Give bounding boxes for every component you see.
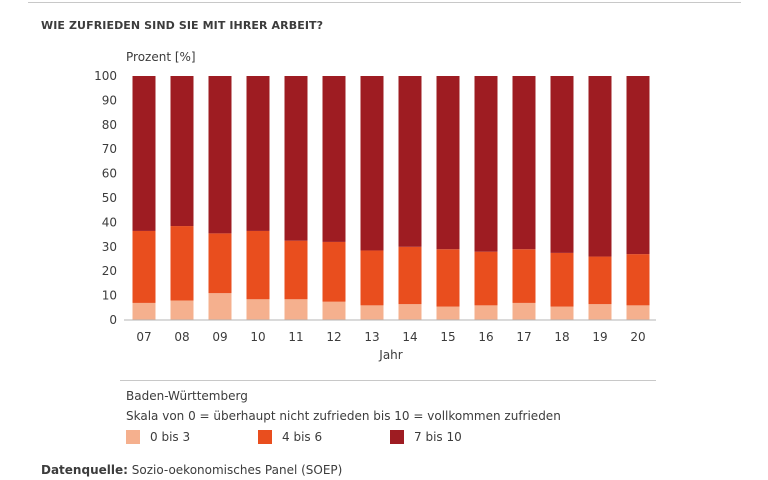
bar-segment-0-bis-3-11 — [284, 299, 308, 320]
bar-segment-7-bis-10-17 — [512, 76, 536, 250]
y-tick-label: 0 — [109, 313, 117, 327]
bar-segment-7-bis-10-08 — [170, 76, 194, 227]
x-tick-label: 08 — [174, 330, 189, 344]
y-tick-label: 30 — [102, 240, 117, 254]
scale-note: Skala von 0 = überhaupt nicht zufrieden … — [126, 409, 561, 423]
x-tick-label: 13 — [364, 330, 379, 344]
bar-segment-4-bis-6-12 — [322, 241, 346, 302]
x-tick-label: 15 — [440, 330, 455, 344]
bar-segment-7-bis-10-14 — [398, 76, 422, 247]
y-axis-ticks: 0 10 20 30 40 50 60 70 80 90 100 — [94, 69, 117, 327]
legend-item-0-bis-3: 0 bis 3 — [126, 430, 190, 444]
bar-segment-0-bis-3-16 — [474, 305, 498, 320]
top-divider — [28, 2, 741, 3]
bar-segment-0-bis-3-14 — [398, 304, 422, 320]
region-label: Baden-Württemberg — [126, 389, 248, 403]
bars — [132, 76, 650, 320]
x-tick-label: 20 — [630, 330, 645, 344]
y-tick-label: 20 — [102, 264, 117, 278]
bar-segment-4-bis-6-14 — [398, 246, 422, 305]
bar-segment-7-bis-10-09 — [208, 76, 232, 234]
bar-segment-7-bis-10-16 — [474, 76, 498, 252]
bar-segment-0-bis-3-09 — [208, 293, 232, 320]
x-tick-label: 09 — [212, 330, 227, 344]
bar-segment-0-bis-3-07 — [132, 302, 156, 320]
bar-segment-7-bis-10-10 — [246, 76, 270, 231]
y-tick-label: 100 — [94, 69, 117, 83]
bar-segment-4-bis-6-20 — [626, 254, 650, 306]
bar-segment-4-bis-6-10 — [246, 230, 270, 300]
bar-segment-0-bis-3-20 — [626, 305, 650, 320]
y-tick-label: 60 — [102, 167, 117, 181]
bar-segment-0-bis-3-12 — [322, 301, 346, 320]
legend-label-4-bis-6: 4 bis 6 — [282, 430, 323, 444]
bar-segment-7-bis-10-12 — [322, 76, 346, 242]
bar-segment-0-bis-3-10 — [246, 299, 270, 320]
legend-swatch-0-bis-3 — [126, 430, 140, 444]
x-tick-label: 14 — [402, 330, 417, 344]
bar-segment-7-bis-10-18 — [550, 76, 574, 253]
bar-segment-7-bis-10-11 — [284, 76, 308, 241]
x-tick-label: 16 — [478, 330, 493, 344]
bar-segment-7-bis-10-19 — [588, 76, 612, 257]
bar-segment-4-bis-6-17 — [512, 249, 536, 303]
bar-segment-7-bis-10-15 — [436, 76, 460, 250]
legend-divider — [120, 380, 656, 381]
bar-segment-4-bis-6-13 — [360, 250, 384, 306]
source-text: Sozio-oekonomisches Panel (SOEP) — [131, 463, 343, 477]
y-tick-label: 70 — [102, 142, 117, 156]
bar-segment-4-bis-6-16 — [474, 251, 498, 306]
legend-label-0-bis-3: 0 bis 3 — [150, 430, 191, 444]
bar-segment-4-bis-6-15 — [436, 249, 460, 307]
legend-item-7-bis-10: 7 bis 10 — [390, 430, 462, 444]
bar-segment-4-bis-6-18 — [550, 252, 574, 307]
bar-segment-0-bis-3-17 — [512, 302, 536, 320]
y-tick-label: 80 — [102, 118, 117, 132]
x-tick-label: 17 — [516, 330, 531, 344]
x-tick-label: 11 — [288, 330, 303, 344]
bar-segment-7-bis-10-13 — [360, 76, 384, 251]
bar-segment-4-bis-6-11 — [284, 240, 308, 300]
chart-title: WIE ZUFRIEDEN SIND SIE MIT IHRER ARBEIT? — [41, 19, 324, 32]
y-tick-label: 50 — [102, 191, 117, 205]
y-tick-label: 40 — [102, 215, 117, 229]
x-axis-label: Jahr — [378, 348, 402, 362]
bar-segment-0-bis-3-13 — [360, 305, 384, 320]
legend-item-4-bis-6: 4 bis 6 — [258, 430, 322, 444]
legend-swatch-4-bis-6 — [258, 430, 272, 444]
bar-segment-0-bis-3-18 — [550, 306, 574, 320]
bar-segment-4-bis-6-09 — [208, 233, 232, 294]
x-tick-label: 12 — [326, 330, 341, 344]
x-tick-label: 07 — [136, 330, 151, 344]
x-tick-label: 19 — [592, 330, 607, 344]
x-tick-label: 10 — [250, 330, 265, 344]
bar-segment-7-bis-10-07 — [132, 76, 156, 231]
legend-label-7-bis-10: 7 bis 10 — [414, 430, 462, 444]
bar-segment-0-bis-3-15 — [436, 306, 460, 320]
bar-segment-4-bis-6-19 — [588, 256, 612, 305]
data-source: Datenquelle: Sozio-oekonomisches Panel (… — [41, 463, 342, 477]
x-tick-label: 18 — [554, 330, 569, 344]
y-axis-label: Prozent [%] — [126, 50, 196, 64]
x-axis-ticks: 07 08 09 10 11 12 13 14 15 16 17 18 19 20 — [136, 330, 645, 344]
bar-segment-0-bis-3-08 — [170, 300, 194, 320]
stacked-bar-chart: Prozent [%] Jahr 0102030405060708090100 … — [94, 50, 656, 362]
source-label: Datenquelle: — [41, 463, 128, 477]
y-tick-label: 90 — [102, 93, 117, 107]
bar-segment-4-bis-6-07 — [132, 230, 156, 303]
legend-swatch-7-bis-10 — [390, 430, 404, 444]
bar-segment-4-bis-6-08 — [170, 226, 194, 301]
bar-segment-0-bis-3-19 — [588, 304, 612, 320]
y-tick-label: 10 — [102, 289, 117, 303]
bar-segment-7-bis-10-20 — [626, 76, 650, 255]
